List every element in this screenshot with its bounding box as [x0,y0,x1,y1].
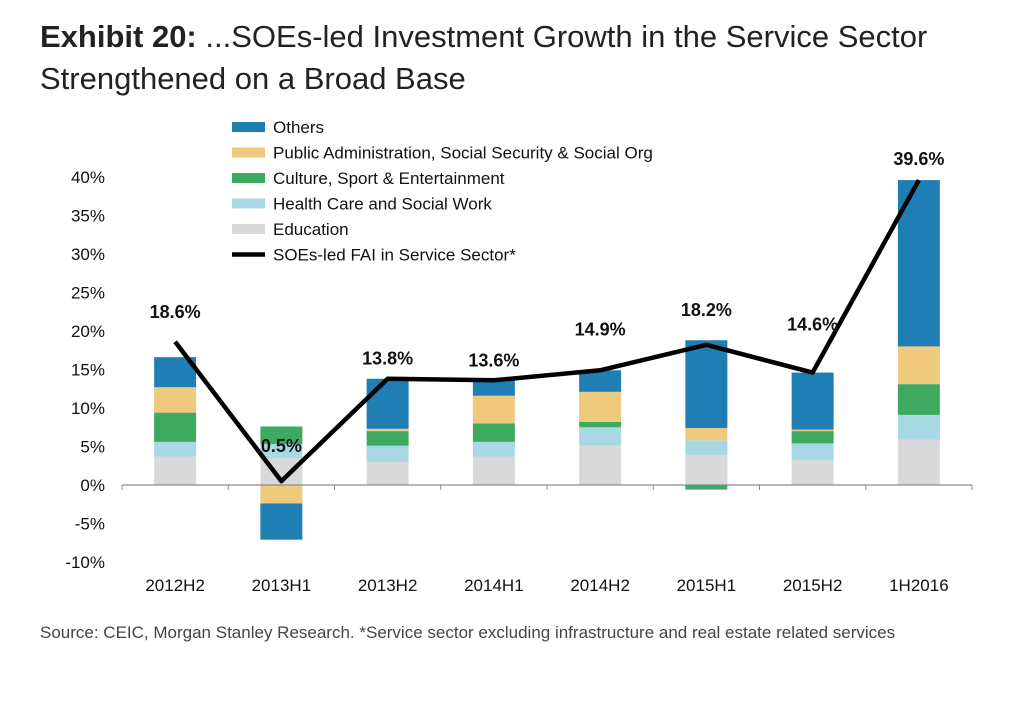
bar-public-administration-social-security-social-org-2014h1 [472,395,515,424]
axes-layer: -10% -5% 0% 5% 10% 15% 20% 25% 30% 35% 40% 2012H2 20… [65,168,973,595]
bar-health-care-and-social-work-2012h2 [154,441,197,457]
legend-label: SOEs-led FAI in Service Sector* [273,246,516,265]
y-tick-label: 30% [71,245,105,264]
bar-health-care-and-social-work-2013h1 [260,444,303,459]
bar-health-care-and-social-work-2015h2 [791,443,834,461]
line-data-label: 18.6% [150,302,201,322]
bar-public-administration-social-security-social-org-2012h2 [154,387,197,413]
bar-public-administration-social-security-social-org-2013h1 [260,485,303,504]
legend-label: Education [273,220,349,239]
legend-swatch-culture-sport-entertainment [232,173,265,183]
source-note: Source: CEIC, Morgan Stanley Research. *… [40,623,896,642]
legend-swatch-education [232,224,265,234]
legend-swatch-others [232,122,265,132]
bar-education-2015h2 [791,460,834,485]
bar-public-administration-social-security-social-org-1h2016 [897,346,940,385]
legend-swatch-health-care-and-social-work [232,198,265,209]
line-data-label: 14.9% [575,319,626,339]
chart-title: Exhibit 20: ...SOEs-led Investment Growt… [40,16,1000,100]
line-data-label: 13.6% [468,350,519,370]
legend-label: Culture, Sport & Entertainment [273,169,505,188]
bar-culture-sport-entertainment-1h2016 [897,384,940,415]
legend: Others Public Administration, Social Secu… [232,118,653,265]
line-data-label: 18.2% [681,300,732,320]
bar-culture-sport-entertainment-2015h2 [791,431,834,444]
line-data-label: 13.8% [362,349,413,369]
bar-education-1h2016 [897,439,940,485]
bar-culture-sport-entertainment-2013h1 [260,426,303,445]
x-tick-label: 1H2016 [889,576,949,595]
exhibit-label: Exhibit 20: [40,19,197,54]
legend-label: Health Care and Social Work [273,195,492,214]
bar-others-2014h2 [579,370,622,392]
legend-label: Others [273,118,324,137]
bar-others-2013h2 [366,378,409,429]
bar-health-care-and-social-work-2013h2 [366,445,409,462]
bar-education-2014h1 [472,456,515,485]
bar-culture-sport-entertainment-2012h2 [154,412,197,442]
bar-education-2015h1 [685,454,728,485]
bar-others-2015h1 [685,340,728,429]
y-tick-label: 20% [71,322,105,341]
bar-public-administration-social-security-social-org-2015h2 [791,429,834,432]
bar-health-care-and-social-work-2014h2 [579,427,622,446]
bar-education-2013h2 [366,461,409,485]
line-layer: 18.6% 0.5% 13.8% 13.6% 14.9% 18.2% 14.6% 39.6% [150,149,944,484]
bar-culture-sport-entertainment-2015h1 [685,485,728,490]
line-data-label: 14.6% [787,315,838,335]
bar-culture-sport-entertainment-2014h2 [579,421,622,428]
x-tick-label: 2013H1 [252,576,312,595]
x-tick-label: 2015H2 [783,576,843,595]
bar-public-administration-social-security-social-org-2015h1 [685,428,728,441]
legend-label: Public Administration, Social Security &… [273,144,653,163]
bar-education-2012h2 [154,456,197,485]
bar-culture-sport-entertainment-2013h2 [366,431,409,446]
line-data-label: 0.5% [261,436,302,456]
title-text: ...SOEs-led Investment Growth in the Ser… [40,19,928,96]
y-tick-label: 5% [80,438,105,457]
x-tick-label: 2015H1 [677,576,737,595]
bar-health-care-and-social-work-2014h1 [472,441,515,457]
bar-health-care-and-social-work-1h2016 [897,414,940,440]
y-tick-label: 35% [71,207,105,226]
y-tick-label: 25% [71,284,105,303]
bar-others-2013h1 [260,503,303,540]
y-tick-label: -5% [75,515,105,534]
bar-health-care-and-social-work-2015h1 [685,440,728,455]
legend-swatch-public-administration-social-security-social-org [232,147,265,158]
bar-education-2014h2 [579,445,622,485]
y-tick-label: 10% [71,399,105,418]
bar-public-administration-social-security-social-org-2013h2 [366,428,409,432]
y-tick-label: 40% [71,168,105,187]
x-tick-label: 2014H1 [464,576,524,595]
x-tick-label: 2012H2 [145,576,205,595]
line-data-label: 39.6% [893,149,944,169]
bar-others-2015h2 [791,372,834,430]
y-tick-label: -10% [65,553,105,572]
x-tick-label: 2014H2 [570,576,630,595]
y-tick-label: 15% [71,361,105,380]
x-tick-label: 2013H2 [358,576,418,595]
bar-others-2014h1 [472,380,515,396]
line-soes-led-fai [173,178,921,484]
y-tick-label: 0% [80,476,105,495]
bar-culture-sport-entertainment-2014h1 [472,423,515,442]
bar-public-administration-social-security-social-org-2014h2 [579,391,622,422]
